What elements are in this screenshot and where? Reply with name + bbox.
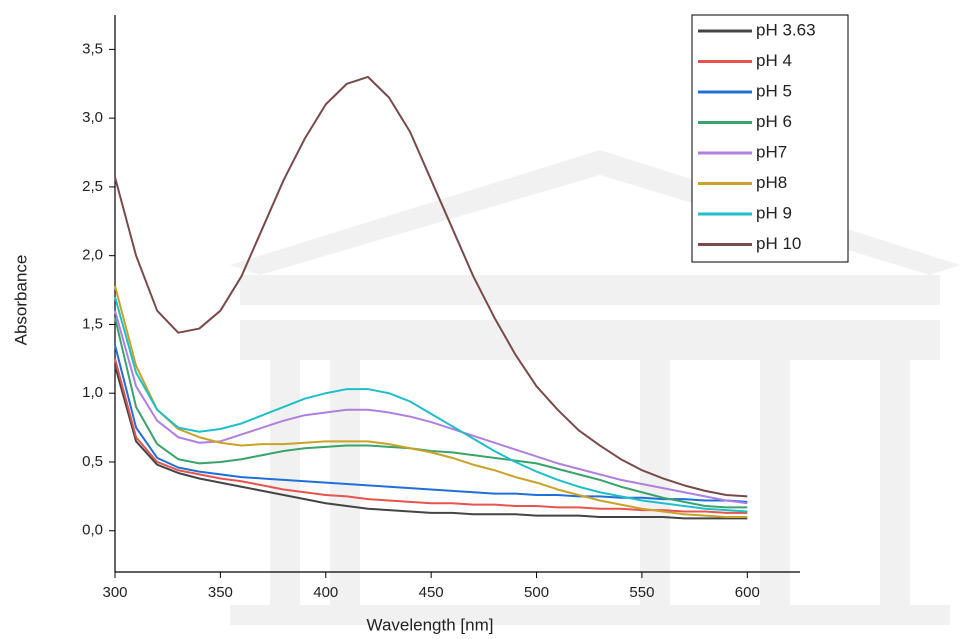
y-axis-label: Absorbance [11, 255, 30, 346]
legend-label: pH 10 [756, 234, 801, 253]
series-line [114, 344, 748, 503]
series-line [114, 296, 748, 513]
y-tick-label: 0,0 [82, 522, 103, 539]
x-tick-label: 600 [735, 584, 760, 601]
y-tick-label: 3,5 [82, 40, 103, 57]
legend-label: pH 6 [756, 112, 792, 131]
series-line [114, 75, 748, 498]
x-tick-label: 450 [419, 584, 444, 601]
x-tick-label: 350 [208, 584, 233, 601]
series-line [114, 310, 748, 505]
y-tick-label: 2,5 [82, 178, 103, 195]
series-line [114, 317, 748, 509]
x-axis-label: Wavelength [nm] [367, 615, 494, 634]
legend-label: pH 3.63 [756, 20, 816, 39]
legend-box [691, 14, 849, 263]
watermark [230, 150, 960, 625]
y-tick-label: 1,5 [82, 315, 103, 332]
y-tick-label: 3,0 [82, 109, 103, 126]
series-line [114, 358, 748, 514]
series-line [114, 365, 748, 520]
series-line [114, 285, 748, 518]
legend-label: pH 5 [756, 81, 792, 100]
x-tick-label: 550 [629, 584, 654, 601]
y-tick-label: 2,0 [82, 247, 103, 264]
x-tick-label: 400 [313, 584, 338, 601]
x-tick-label: 300 [102, 584, 127, 601]
legend-label: pH7 [756, 142, 787, 161]
legend-label: pH 4 [756, 51, 792, 70]
legend-label: pH8 [756, 173, 787, 192]
legend-label: pH 9 [756, 203, 792, 222]
legend: pH 3.63 pH 4 pH 5 pH 6 pH7 pH8 pH 9 pH 10 [691, 14, 849, 263]
y-tick-label: 1,0 [82, 384, 103, 401]
y-tick-label: 0,5 [82, 453, 103, 470]
plot-area [114, 75, 748, 520]
x-tick-label: 500 [524, 584, 549, 601]
